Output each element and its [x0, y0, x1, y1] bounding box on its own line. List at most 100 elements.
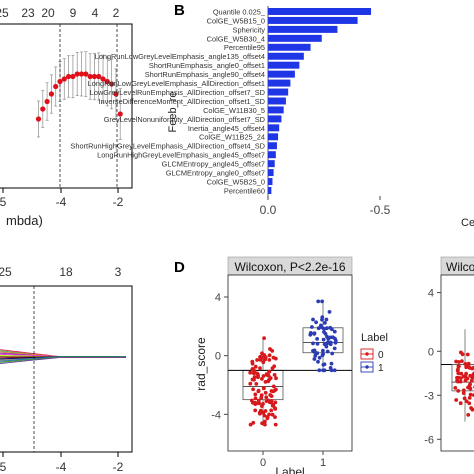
data-point	[268, 347, 272, 351]
coef-bar	[268, 187, 272, 194]
panel-d-points	[248, 299, 338, 427]
top-tick-label: 18	[59, 265, 73, 279]
data-point	[327, 310, 332, 314]
data-point	[262, 336, 266, 340]
data-point	[455, 379, 460, 384]
data-point	[263, 390, 268, 395]
data-point	[269, 400, 273, 405]
coef-bar	[268, 169, 274, 177]
legend-key-dot	[365, 352, 369, 356]
data-point	[315, 351, 320, 356]
coef-bar	[268, 34, 322, 42]
data-point	[315, 337, 319, 341]
data-point	[310, 325, 314, 329]
data-point	[253, 396, 258, 401]
panel-a-lower-frame	[0, 285, 133, 453]
cv-point	[78, 71, 85, 77]
data-point	[271, 384, 276, 389]
data-point	[261, 410, 266, 415]
data-point	[320, 299, 324, 304]
feature-label: ShortRunEmphasis_angle90_offset4	[145, 70, 265, 79]
feature-label: ColGE_W5B15_0	[207, 16, 265, 25]
feature-label: LongRunHighGreyLevelEmphasis_angle45_off…	[97, 151, 265, 160]
panel-a-upper-xlabel: mbda)	[6, 213, 43, 228]
data-point	[454, 398, 459, 402]
feature-label: GLCMEntropy_angle0_offset7	[166, 169, 265, 178]
x-tick-label: -0.5	[370, 203, 391, 217]
data-point	[314, 320, 318, 325]
cv-point	[104, 78, 110, 85]
panel-d-label: D	[174, 259, 185, 276]
coef-bar	[268, 151, 276, 159]
feature-label: ShortRunHighGreyLevelEmphasis_AllDirecti…	[70, 142, 265, 151]
coefficient-path	[0, 356, 126, 365]
top-tick-label: 20	[41, 6, 55, 20]
data-point	[266, 398, 271, 403]
cv-point	[100, 76, 106, 82]
data-point	[256, 398, 261, 403]
data-point	[463, 362, 468, 366]
data-point	[330, 351, 335, 356]
data-point	[332, 368, 337, 373]
data-point	[321, 348, 325, 353]
panel-b-xlabel: Ce	[461, 217, 474, 229]
data-point	[316, 299, 321, 304]
panel-d-xlabel: Label	[275, 465, 304, 474]
panel-a-upper-frame	[0, 23, 133, 189]
data-point	[262, 413, 267, 418]
data-point	[267, 353, 272, 358]
data-point	[269, 408, 274, 413]
data-point	[264, 395, 269, 400]
x-tick-label: 1	[320, 457, 326, 469]
cv-point	[91, 73, 98, 80]
legend-label: 1	[378, 363, 384, 374]
x-tick-label: 5	[0, 195, 7, 209]
data-point	[268, 393, 273, 397]
data-point	[316, 359, 320, 364]
x-tick-label: -4	[56, 195, 67, 209]
panel-a-upper-points	[35, 71, 123, 122]
coef-bar	[268, 97, 286, 105]
data-point	[466, 361, 471, 366]
data-point	[453, 386, 458, 390]
data-point	[248, 370, 253, 375]
data-point	[264, 372, 269, 376]
data-point	[464, 399, 469, 404]
data-point	[468, 373, 473, 378]
data-point	[259, 395, 264, 400]
coef-bar	[268, 52, 304, 60]
cv-point	[35, 116, 42, 122]
data-point	[256, 375, 260, 379]
data-point	[256, 389, 261, 394]
data-point	[462, 374, 467, 379]
data-point	[249, 398, 254, 403]
data-point	[263, 380, 268, 384]
feature-label: ColGE_W11B25_24	[199, 133, 265, 142]
x-tick-label: -4	[56, 460, 67, 474]
data-point	[260, 377, 264, 381]
y-tick-label: -4	[211, 409, 221, 421]
coef-bar	[268, 124, 280, 132]
data-point	[250, 359, 255, 364]
data-point	[322, 362, 327, 367]
data-point	[466, 413, 471, 417]
top-tick-label: 23	[21, 6, 35, 20]
feature-label: LongRunLowGreyLevelEmphasis_AllDirection…	[88, 79, 265, 88]
cv-point	[57, 78, 63, 85]
top-tick-label: 3	[115, 265, 122, 279]
data-point	[320, 315, 325, 320]
data-point	[322, 326, 326, 331]
y-tick-label: 0	[215, 351, 221, 363]
data-point	[321, 352, 325, 356]
panel-a-upper: 25 23 20 9 42 5 -4 -2 mbda)	[0, 6, 133, 228]
cv-point	[83, 71, 89, 77]
feature-label: Percentile60	[224, 186, 265, 195]
data-point	[273, 422, 278, 427]
data-point	[253, 408, 258, 413]
x-tick-label: -2	[113, 460, 124, 474]
coef-bar	[268, 43, 311, 51]
coef-bar	[268, 160, 275, 168]
feature-label: ColGE_W11B30_5	[203, 106, 265, 115]
data-point	[321, 337, 326, 342]
